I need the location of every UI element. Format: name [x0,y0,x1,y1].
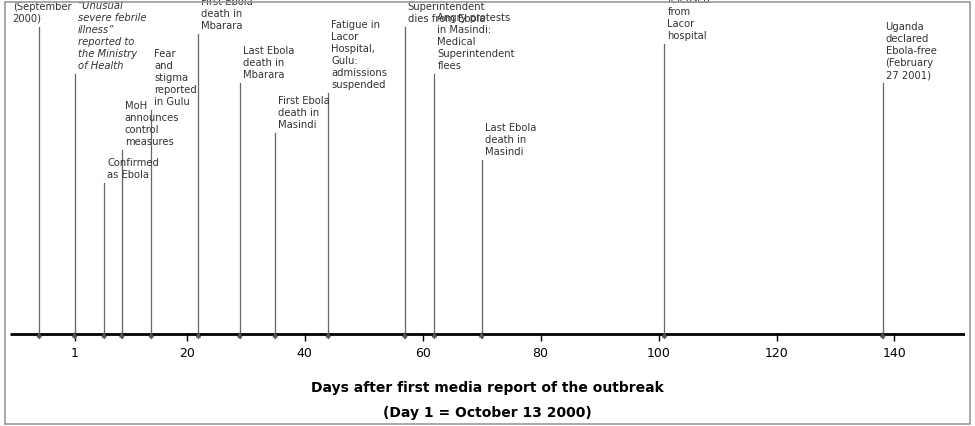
Text: Confirmed
as Ebola: Confirmed as Ebola [107,158,159,180]
Text: Fatigue in
Lacor
Hospital,
Gulu:
admissions
suspended: Fatigue in Lacor Hospital, Gulu: admissi… [332,20,387,90]
Text: MoH
announces
control
measures: MoH announces control measures [125,101,179,147]
Text: (Day 1 = October 13 2000): (Day 1 = October 13 2000) [383,406,592,420]
Text: First Ebola
death in
Masindi: First Ebola death in Masindi [278,96,330,130]
Text: First Ebola
death in
Mbarara: First Ebola death in Mbarara [202,0,254,31]
Text: Last Ebola
death in
Masindi: Last Ebola death in Masindi [485,123,536,157]
Text: Days after first media report of the outbreak: Days after first media report of the out… [311,381,664,394]
Text: Last Ebola
death in
Mbarara: Last Ebola death in Mbarara [243,46,294,81]
Text: “Unusual
severe febrile
illness”
reported to
the Ministry
of Health: “Unusual severe febrile illness” reporte… [78,0,146,71]
Text: Angry protests
in Masindi:
Medical
Superintendent
flees: Angry protests in Masindi: Medical Super… [438,12,515,71]
Text: Last Ebola
survivor
released
from
Lacor
hospital: Last Ebola survivor released from Lacor … [668,0,719,40]
Text: Uganda
declared
Ebola-free
(February
27 2001): Uganda declared Ebola-free (February 27 … [885,23,937,81]
Text: Lacor Hospital
Medical
Superintendent
dies from Ebola: Lacor Hospital Medical Superintendent di… [408,0,486,24]
Text: Fear
and
stigma
reported
in Gulu: Fear and stigma reported in Gulu [154,49,197,107]
Text: Outbreak first
emerges in
Gulu
(September
2000): Outbreak first emerges in Gulu (Septembe… [13,0,82,24]
